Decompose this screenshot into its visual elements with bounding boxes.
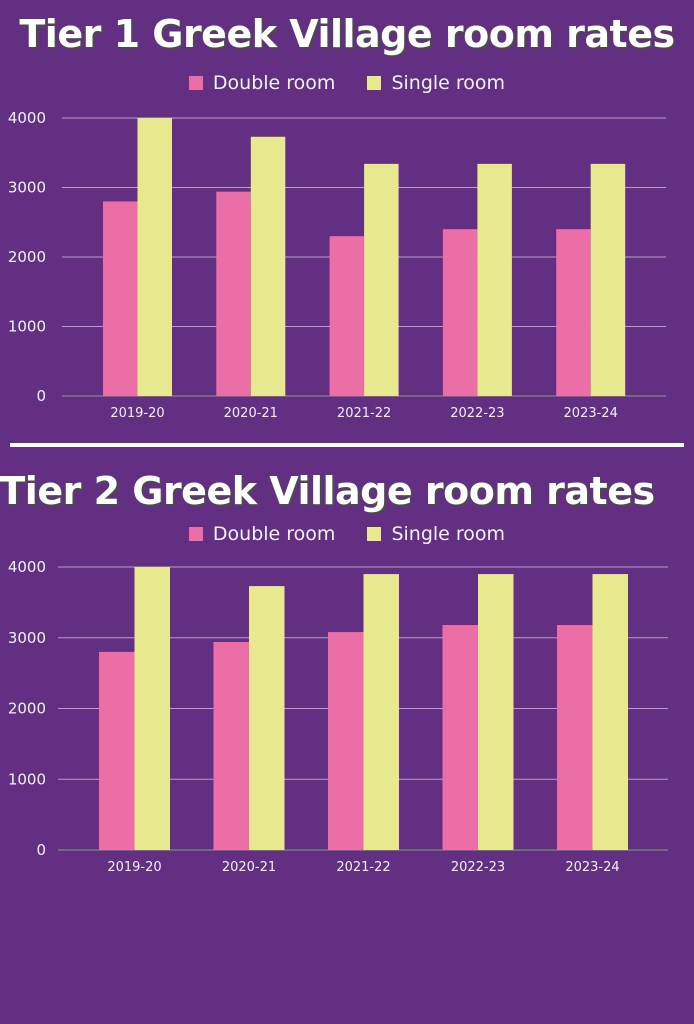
bar-double-room: [216, 191, 251, 396]
chart-2-plot: 0 1000 2000 3000 4000 2019-20 2020-21 2021-22 20…: [8, 558, 668, 875]
x-tick-label: 2023-24: [565, 860, 619, 875]
bar-double-room: [329, 236, 365, 396]
bar-double-room: [442, 229, 478, 396]
bar-single-room: [592, 574, 628, 850]
y-tick-label: 0: [36, 387, 46, 405]
y-tick-label: 4000: [8, 109, 46, 127]
legend-swatch: [367, 527, 382, 541]
bar-single-room: [478, 574, 514, 850]
bar-double-room: [557, 625, 593, 850]
x-tick-label: 2022-23: [450, 406, 504, 421]
x-tick-label: 2019-20: [110, 406, 164, 421]
bar-single-room: [477, 163, 512, 396]
x-tick-label: 2021-22: [337, 406, 391, 421]
bar-double-room: [103, 201, 138, 396]
bar-single-room: [363, 574, 399, 850]
legend-swatch: [367, 76, 382, 90]
y-tick-label: 4000: [8, 558, 46, 576]
legend-label: Single room: [391, 72, 506, 94]
legend: Double room Single room: [0, 72, 694, 94]
legend: Double room Single room: [0, 523, 694, 545]
chart-1-plot: 0 1000 2000 3000 4000 2019-20 2020-21 2021-22 20…: [8, 109, 666, 421]
x-tick-label: 2023-24: [564, 406, 618, 421]
legend-label: Single room: [391, 523, 506, 545]
bar-single-room: [249, 586, 285, 850]
x-tick-label: 2021-22: [336, 860, 390, 875]
x-tick-label: 2020-21: [222, 860, 276, 875]
bar-single-room: [590, 163, 626, 396]
chart-title: Tier 1 Greek Village room rates: [19, 12, 675, 56]
y-tick-label: 2000: [8, 248, 46, 266]
bar-double-room: [99, 651, 135, 850]
chart-title: Tier 2 Greek Village room rates: [0, 469, 655, 513]
legend-swatch: [188, 527, 203, 541]
legend-label: Double room: [212, 72, 336, 94]
y-tick-label: 1000: [8, 770, 46, 788]
x-tick-label: 2020-21: [224, 406, 278, 421]
bar-double-room: [213, 641, 249, 850]
bar-single-room: [137, 118, 172, 396]
y-tick-label: 3000: [8, 629, 46, 647]
bar-single-room: [250, 136, 286, 396]
legend-swatch: [188, 76, 203, 90]
bar-single-room: [364, 163, 399, 396]
bar-double-room: [328, 632, 364, 850]
legend-label: Double room: [212, 523, 336, 545]
y-tick-label: 0: [36, 841, 46, 859]
y-tick-label: 1000: [8, 318, 46, 336]
bar-double-room: [556, 229, 591, 396]
y-tick-label: 2000: [8, 700, 46, 718]
y-tick-label: 3000: [8, 179, 46, 197]
legend-item-double: Double room: [188, 523, 336, 545]
x-tick-label: 2019-20: [107, 860, 161, 875]
bar-single-room: [134, 567, 170, 850]
legend-item-single: Single room: [367, 72, 505, 94]
x-tick-label: 2022-23: [451, 860, 505, 875]
divider: [10, 443, 684, 447]
legend-item-double: Double room: [188, 72, 336, 94]
bar-double-room: [442, 625, 478, 850]
legend-item-single: Single room: [367, 523, 505, 545]
